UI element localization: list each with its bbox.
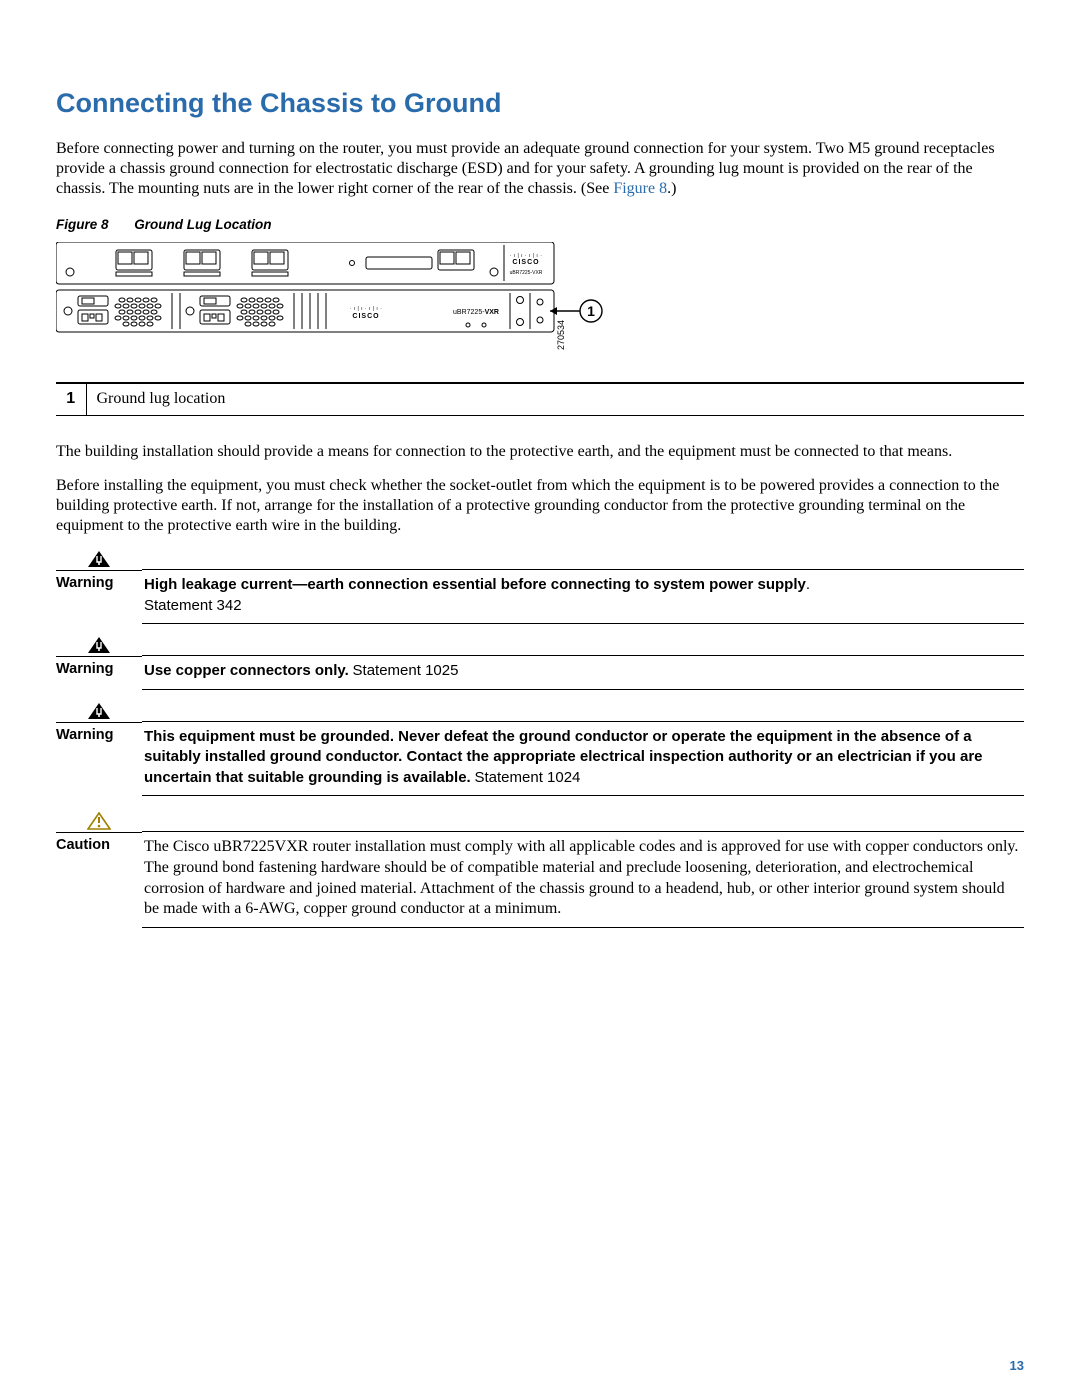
svg-text:uBR7225-VXR: uBR7225-VXR: [453, 309, 499, 316]
caution-icon: [87, 812, 111, 830]
warning-label: Warning: [56, 571, 142, 591]
intro-paragraph: Before connecting power and turning on t…: [56, 139, 1024, 199]
page-number: 13: [1010, 1358, 1024, 1373]
intro-text-post: .): [667, 180, 676, 197]
warning-block-3: Warning This equipment must be grounded.…: [56, 702, 1024, 797]
callout-text: Ground lug location: [86, 383, 1024, 416]
warning-statement: Statement 1025: [353, 662, 459, 679]
caution-block: Caution The Cisco uBR7225VXR router inst…: [56, 812, 1024, 928]
figure-diagram: · ı | ı · ı | ı · CISCO uBR7225-VXR: [56, 242, 1024, 360]
warning-text-bold: Use copper connectors only.: [144, 662, 349, 679]
figure-title: Ground Lug Location: [134, 217, 271, 232]
warning-bold-suffix: .: [806, 576, 810, 593]
warning-label: Warning: [56, 657, 142, 677]
callout-table: 1 Ground lug location: [56, 382, 1024, 416]
warning-statement: Statement 342: [144, 597, 242, 614]
figure-label: Figure 8: [56, 217, 109, 232]
figure-caption: Figure 8 Ground Lug Location: [56, 217, 1024, 232]
table-row: 1 Ground lug location: [56, 383, 1024, 416]
diagram-id: 270534: [556, 320, 566, 350]
svg-text:uBR7225-VXR: uBR7225-VXR: [510, 270, 543, 276]
caution-label: Caution: [56, 833, 142, 853]
section-heading: Connecting the Chassis to Ground: [56, 88, 1024, 119]
brand-bottom: CISCO: [352, 313, 379, 320]
caution-text: The Cisco uBR7225VXR router installation…: [142, 831, 1024, 928]
figure-reference-link[interactable]: Figure 8: [613, 180, 667, 197]
ground-lug-diagram-svg: · ı | ı · ı | ı · CISCO uBR7225-VXR: [56, 242, 616, 360]
warning-statement: Statement 1024: [474, 769, 580, 786]
warning-icon: [87, 636, 111, 654]
callout-bubble-1: 1: [587, 303, 595, 319]
warning-block-1: Warning High leakage current—earth conne…: [56, 550, 1024, 624]
paragraph-2: The building installation should provide…: [56, 442, 1024, 462]
warning-text-bold: High leakage current—earth connection es…: [144, 576, 806, 593]
warning-icon: [87, 702, 111, 720]
brand-top: CISCO: [512, 259, 539, 266]
warning-block-2: Warning Use copper connectors only. Stat…: [56, 636, 1024, 690]
paragraph-3: Before installing the equipment, you mus…: [56, 476, 1024, 536]
warning-label: Warning: [56, 723, 142, 743]
intro-text-pre: Before connecting power and turning on t…: [56, 140, 995, 197]
svg-text:· ı | ı · ı | ı ·: · ı | ı · ı | ı ·: [350, 306, 383, 312]
warning-icon: [87, 550, 111, 568]
callout-index: 1: [56, 383, 86, 416]
